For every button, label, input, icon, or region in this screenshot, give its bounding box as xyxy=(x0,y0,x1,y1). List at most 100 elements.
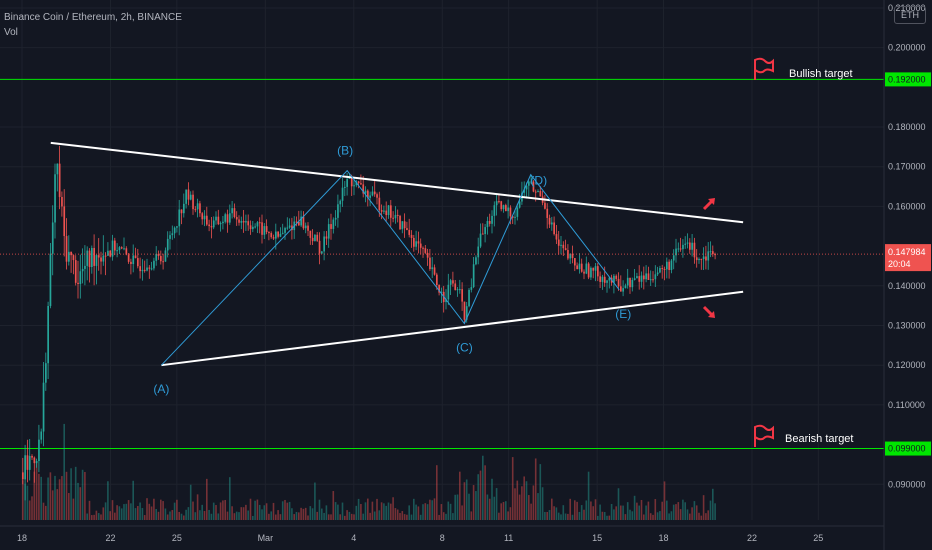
candle-body xyxy=(654,274,657,280)
volume-bar xyxy=(569,498,571,520)
volume-bar xyxy=(387,502,390,520)
candle-body xyxy=(668,261,670,270)
candle-body xyxy=(585,263,588,274)
volume-bar xyxy=(438,514,440,520)
candle-body xyxy=(233,208,236,218)
time-axis-tick-label: Mar xyxy=(258,533,274,543)
volume-bar xyxy=(187,507,190,520)
candle-body xyxy=(424,248,427,253)
candle-body xyxy=(201,213,204,220)
volume-bar xyxy=(656,512,659,520)
candle-body xyxy=(638,276,641,282)
volume-bar xyxy=(670,511,673,520)
volume-bar xyxy=(486,494,489,520)
candle-body xyxy=(482,233,484,235)
candle-body xyxy=(456,289,459,291)
volume-bar xyxy=(51,490,54,520)
triangle-upper-trendline[interactable] xyxy=(50,141,744,224)
volume-bar xyxy=(468,493,470,520)
volume-bar xyxy=(134,508,137,520)
candle-body xyxy=(325,236,328,239)
volume-bar xyxy=(392,497,394,520)
volume-bar xyxy=(461,505,463,520)
currency-unit-button[interactable]: ETH xyxy=(894,6,926,24)
volume-bar xyxy=(479,470,482,520)
candle-body xyxy=(91,247,93,268)
candle-body xyxy=(162,261,164,263)
volume-bar xyxy=(488,498,491,520)
volume-bar xyxy=(120,508,123,520)
volume-bar xyxy=(364,502,367,520)
candle-body xyxy=(258,222,261,224)
triangle-lower-trendline[interactable] xyxy=(161,290,744,367)
candle-body xyxy=(100,257,102,262)
volume-bar xyxy=(610,503,613,520)
volume-bar xyxy=(525,481,528,520)
candle-body xyxy=(445,299,447,303)
candle-body xyxy=(652,279,654,281)
candle-body xyxy=(608,277,611,281)
volume-bar xyxy=(691,507,693,520)
candle-body xyxy=(666,261,668,270)
volume-bar xyxy=(130,503,132,520)
elliott-wave-path[interactable] xyxy=(160,169,620,366)
time-axis-tick-label: 11 xyxy=(504,533,513,543)
candle-body xyxy=(553,222,555,235)
candle-body xyxy=(254,226,256,228)
volume-bar xyxy=(498,512,500,520)
volume-bar xyxy=(88,500,91,520)
volume-bar xyxy=(463,482,466,520)
candle-body xyxy=(38,439,40,462)
candle-body xyxy=(523,189,526,193)
candle-body xyxy=(45,363,47,383)
candle-body xyxy=(645,273,647,280)
candle-body xyxy=(459,289,461,291)
volume-bar xyxy=(633,495,636,520)
volume-bar xyxy=(390,503,392,520)
candle-body xyxy=(120,247,123,249)
volume-bar xyxy=(337,504,339,520)
wave-label: (D) xyxy=(530,174,547,188)
volume-bar xyxy=(636,502,638,520)
candle-body xyxy=(261,222,263,235)
candle-body xyxy=(79,271,82,285)
candle-body xyxy=(518,201,521,208)
volume-indicator-label[interactable]: Vol xyxy=(4,27,18,38)
candle-body xyxy=(143,269,146,271)
volume-bar xyxy=(551,498,553,520)
volume-bar xyxy=(222,500,224,520)
candle-body xyxy=(551,222,553,225)
volume-bar xyxy=(245,504,247,520)
volume-bar xyxy=(288,501,291,520)
volume-bar xyxy=(689,513,691,520)
candle-body xyxy=(468,289,470,307)
volume-bar xyxy=(215,505,217,520)
volume-bar xyxy=(583,509,585,520)
volume-bar xyxy=(102,507,105,520)
volume-bar xyxy=(183,515,185,520)
volume-bar xyxy=(47,477,49,520)
volume-bar xyxy=(509,507,512,520)
volume-bar xyxy=(537,493,539,520)
volume-bar xyxy=(530,503,532,520)
volume-bar xyxy=(284,499,286,520)
volume-bar xyxy=(249,498,252,520)
volume-bar xyxy=(164,508,167,520)
volume-bar xyxy=(185,509,187,520)
candle-body xyxy=(695,257,698,261)
volume-bar xyxy=(709,500,712,520)
volume-bar xyxy=(564,513,567,520)
volume-bar xyxy=(272,502,275,520)
volume-bar xyxy=(682,499,684,520)
volume-bar xyxy=(362,513,364,520)
volume-bar xyxy=(270,511,272,520)
candle-body xyxy=(238,219,240,223)
volume-bar xyxy=(323,512,325,520)
volume-bar xyxy=(603,512,606,520)
candle-body xyxy=(403,221,406,229)
candle-body xyxy=(371,191,374,196)
volume-bar xyxy=(247,510,249,520)
candle-body xyxy=(70,251,72,256)
candle-body xyxy=(265,226,268,233)
